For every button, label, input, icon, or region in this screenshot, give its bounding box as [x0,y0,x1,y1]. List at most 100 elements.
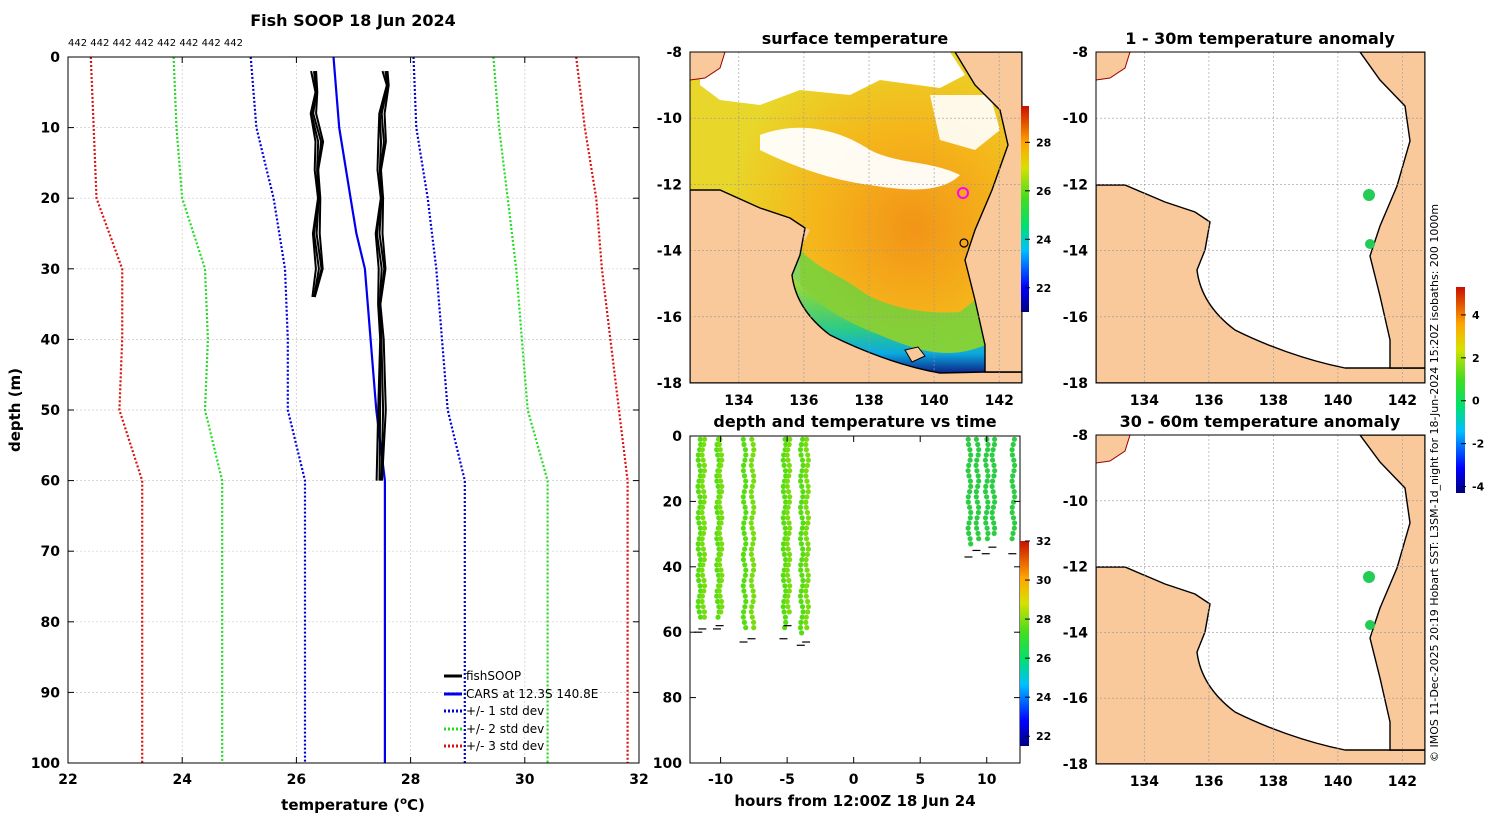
profile-fishsoop-trace [313,71,325,298]
time-point [800,583,806,589]
time-point [803,441,809,448]
time-point [973,462,979,468]
time-point [785,515,791,521]
time-point [714,509,721,516]
time-point [743,452,749,458]
time-point [751,625,757,631]
time-point [984,494,990,500]
time-point [803,562,809,568]
time-point [983,520,989,526]
time-point [785,447,791,453]
time-point [805,483,811,489]
time-point [800,436,806,442]
time-point [780,572,786,578]
time-ytick-label: 0 [672,429,682,445]
time-point [780,489,787,495]
time-point [786,473,792,479]
time-point [782,525,788,531]
time-point [742,504,748,510]
time-point [983,462,989,468]
sst-cool-band [792,250,985,353]
time-point [968,452,974,458]
time-point [1010,441,1016,448]
anom2-map-body [1096,435,1425,764]
sst_map-ytick-label: -10 [657,111,683,127]
time-colorbar [1020,541,1029,746]
anom1-ticks: 134 136 138 140 142 -8 -10 -12 -14 -16 -18 [1063,45,1417,409]
colorbar-tick-label: 24 [1036,691,1052,704]
anomaly-colorbar [1456,287,1465,493]
time-point [701,588,707,594]
time-point [804,509,811,516]
time-point [804,551,811,558]
profile-ytick-label: 70 [41,544,61,560]
time-point [749,457,755,463]
profile-xtick-label: 32 [629,772,648,788]
time-point [967,457,973,463]
time-point [800,546,806,552]
time-point [967,504,973,510]
legend-label-fishsoop: fishSOOP [466,669,521,683]
time-point [804,625,810,631]
time-point [803,536,810,542]
time-point [718,577,725,584]
time-point [787,494,793,500]
time-point [804,567,810,573]
time-point [985,504,991,510]
time-point [786,551,793,558]
sst_map-ytick-label: -16 [657,310,682,326]
time-point [783,619,789,626]
time-point [786,441,792,448]
time-point [718,509,724,516]
time-point [992,525,998,531]
time-point [975,509,982,516]
time-point [1010,483,1016,489]
time-point [805,577,811,584]
anom2-title: 30 - 60m temperature anomaly [1120,412,1401,431]
time-point [700,504,706,510]
time-point [699,447,706,453]
time-point [780,515,786,521]
time-point [750,530,757,537]
time-point [990,478,996,484]
anom1-xtick-label: 140 [1323,393,1352,409]
time-point [992,468,998,474]
time-ytick-label: 80 [663,691,683,707]
time-point [1009,536,1015,542]
time-point [750,567,757,573]
anom1-xtick-label: 138 [1259,393,1288,409]
time-point [717,593,723,599]
time-point [965,468,971,474]
time-point [797,504,804,510]
time-point [718,598,725,605]
colorbar-tick-label: 0 [1472,395,1480,408]
sst-cloud-center [760,127,960,190]
anom2-ytick-label: -10 [1063,494,1089,510]
time-point [798,588,804,594]
time-point [701,557,707,563]
time-point [784,541,790,547]
time-point [781,520,787,526]
time-point [780,483,786,489]
time-point [718,609,724,615]
time-point [805,604,812,610]
time-point [805,541,811,547]
anom1-ytick-label: -16 [1063,310,1088,326]
time-ytick-label: 20 [663,494,683,510]
time-point [991,494,998,500]
sst-title: surface temperature [762,29,949,48]
anom1-ytick-label: -14 [1063,244,1089,260]
anom1-ytick-label: -8 [1072,45,1088,61]
time-point [989,483,995,489]
profile-series--1-std-dev-low [249,56,307,763]
time-point [716,499,722,505]
time-point [1010,499,1017,505]
time-point [1012,494,1018,500]
profile-xtick-label: 30 [515,772,535,788]
time-point [798,619,804,626]
profile-fishsoop-trace [378,71,389,481]
time-point [798,541,805,547]
time-point [717,436,723,442]
time-point [749,604,755,610]
